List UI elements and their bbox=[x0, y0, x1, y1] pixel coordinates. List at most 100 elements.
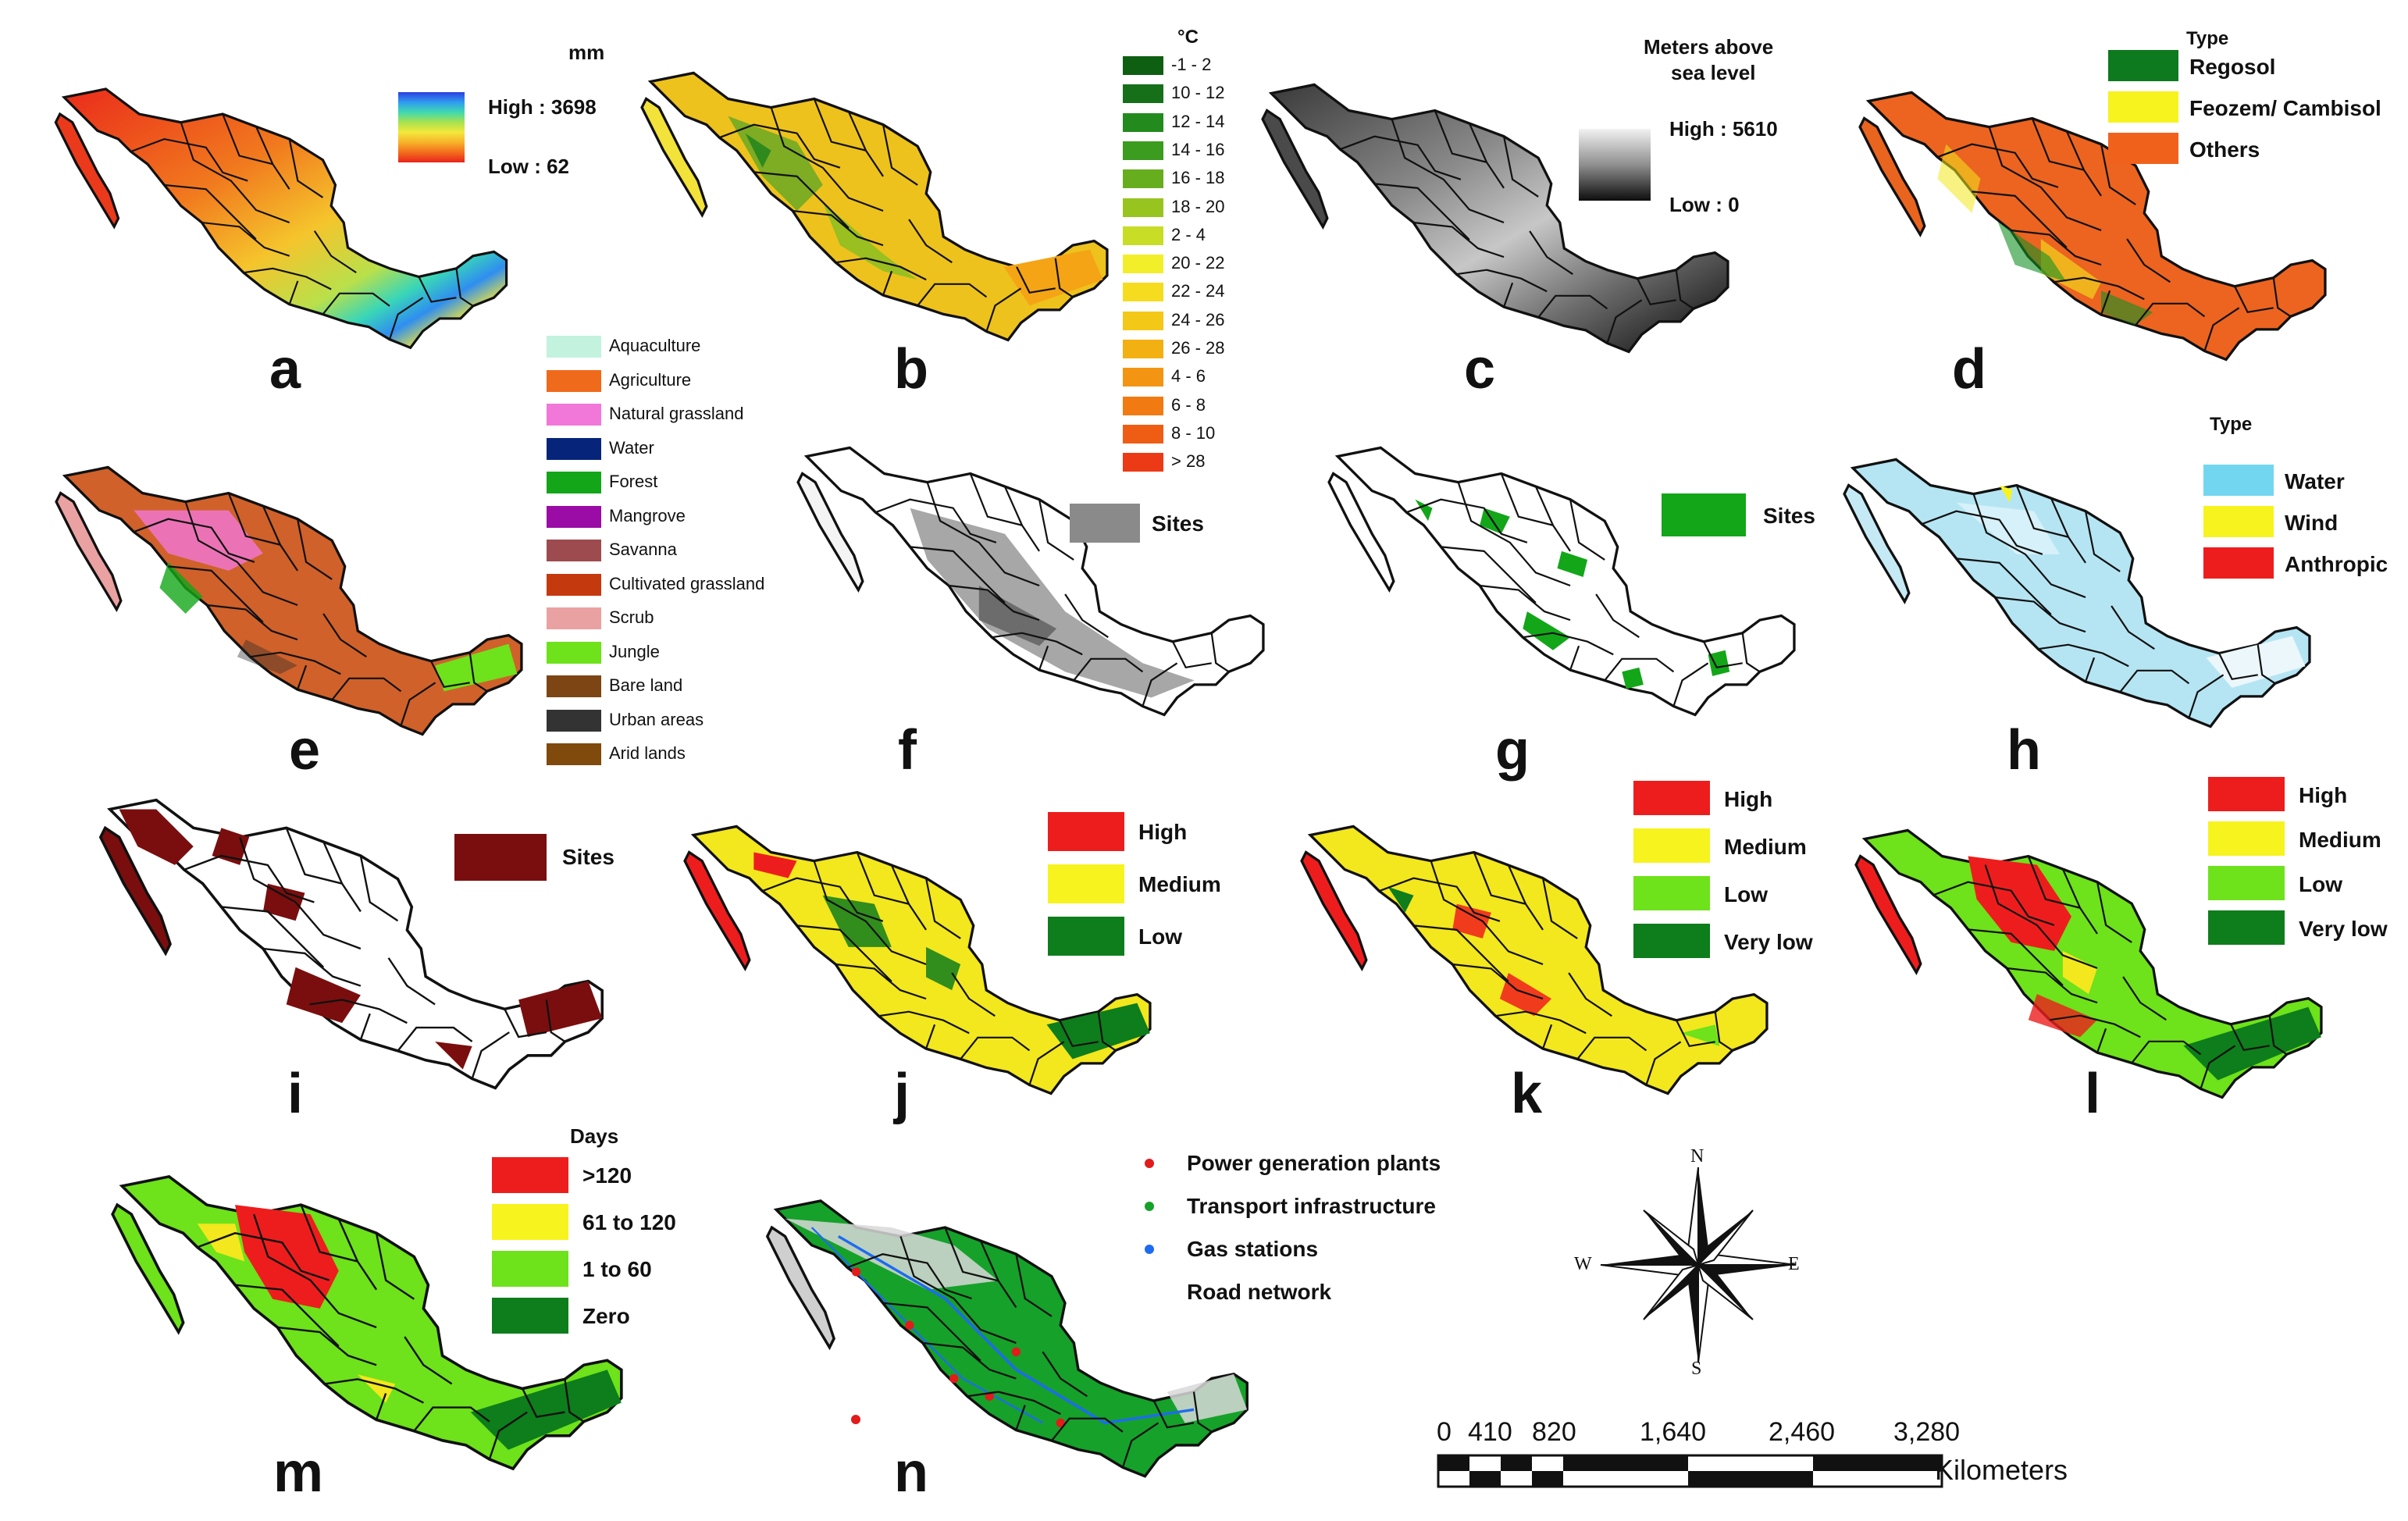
legend-n-swatch bbox=[1145, 1245, 1154, 1254]
legend-e-swatch bbox=[547, 369, 601, 392]
legend-b-swatch bbox=[1123, 198, 1163, 217]
legend-b-label: 4 - 6 bbox=[1171, 366, 1206, 386]
legend-l-swatch bbox=[2208, 910, 2285, 945]
legend-e-label: Savanna bbox=[609, 540, 677, 559]
legend-g-label: Sites bbox=[1763, 504, 1815, 528]
legend-h-label: Anthropic bbox=[2285, 552, 2388, 576]
legend-e-label: Aquaculture bbox=[609, 336, 701, 355]
legend-l-label: High bbox=[2299, 783, 2348, 807]
legend-b-swatch bbox=[1123, 340, 1163, 358]
legend-a-title: mm bbox=[568, 41, 605, 64]
legend-b-swatch bbox=[1123, 169, 1163, 189]
legend-b-label: 24 - 26 bbox=[1171, 309, 1225, 329]
legend-b-label: > 28 bbox=[1171, 451, 1206, 472]
panel-letter-b: b bbox=[894, 338, 928, 401]
legend-b-swatch bbox=[1123, 112, 1163, 132]
legend-k-label: Low bbox=[1724, 882, 1768, 907]
legend-d-swatch bbox=[2108, 91, 2178, 123]
legend-b-label: 2 - 4 bbox=[1171, 224, 1206, 244]
map-l-risk bbox=[1854, 828, 2323, 1099]
legend-d-title: Type bbox=[2186, 28, 2229, 49]
legend-a-low: Low : 62 bbox=[488, 155, 570, 178]
legend-e-swatch bbox=[547, 743, 601, 765]
legend-e-label: Arid lands bbox=[609, 743, 686, 763]
panel-letter-j: j bbox=[894, 1063, 910, 1125]
legend-h-swatch bbox=[2203, 547, 2274, 579]
map-d-soil bbox=[1858, 91, 2327, 362]
legend-b-swatch bbox=[1123, 424, 1163, 443]
legend-l-swatch bbox=[2208, 777, 2285, 811]
legend-b-swatch bbox=[1123, 226, 1163, 245]
legend-m-swatch bbox=[492, 1298, 568, 1334]
legend-e-swatch bbox=[547, 675, 601, 697]
legend-n-label: Road network bbox=[1187, 1280, 1332, 1304]
legend-c-title-1: Meters above bbox=[1644, 35, 1774, 59]
legend-a-ramp bbox=[398, 92, 465, 162]
legend-e-label: Jungle bbox=[609, 641, 660, 661]
compass-s: S bbox=[1691, 1359, 1702, 1379]
legend-k-swatch bbox=[1633, 828, 1710, 863]
legend-n-swatch bbox=[1145, 1202, 1154, 1211]
legend-g-swatch bbox=[1662, 493, 1746, 536]
legend-b-label: 26 - 28 bbox=[1171, 338, 1225, 358]
legend-e-label: Cultivated grassland bbox=[609, 573, 765, 593]
legend-b-swatch bbox=[1123, 396, 1163, 415]
legend-b-label: 16 - 18 bbox=[1171, 168, 1225, 188]
legend-m-swatch bbox=[492, 1157, 568, 1193]
map-k-risk bbox=[1300, 825, 1769, 1095]
legend-e-swatch bbox=[547, 404, 601, 426]
legend-b-title: °C bbox=[1177, 27, 1199, 48]
panel-letter-d: d bbox=[1952, 338, 1986, 401]
scale-tick-label: 820 bbox=[1532, 1417, 1576, 1447]
legend-k-swatch bbox=[1633, 781, 1710, 815]
scale-tick-label: 0 bbox=[1437, 1417, 1452, 1447]
legend-m-swatch bbox=[492, 1251, 568, 1287]
compass-w: W bbox=[1574, 1254, 1592, 1274]
legend-e-label: Forest bbox=[609, 472, 658, 491]
legend-k-label: Very low bbox=[1724, 930, 1813, 954]
legend-b-swatch bbox=[1123, 255, 1163, 274]
legend-j-label: High bbox=[1138, 820, 1188, 844]
map-b-temperature bbox=[640, 71, 1109, 342]
legend-j-label: Low bbox=[1138, 924, 1182, 949]
legend-k-label: Medium bbox=[1724, 835, 1807, 859]
panel-letter-c: c bbox=[1464, 338, 1496, 401]
legend-m-label: >120 bbox=[582, 1163, 632, 1188]
legend-m-title: Days bbox=[570, 1124, 619, 1148]
legend-j-swatch bbox=[1048, 917, 1124, 956]
legend-b-swatch bbox=[1123, 283, 1163, 302]
map-i-sites bbox=[99, 798, 604, 1090]
legend-j-label: Medium bbox=[1138, 872, 1221, 896]
legend-b-swatch bbox=[1123, 141, 1163, 160]
legend-n-label: Gas stations bbox=[1187, 1237, 1319, 1261]
legend-l-label: Very low bbox=[2299, 917, 2388, 941]
panel-letter-m: m bbox=[273, 1441, 324, 1504]
legend-e-label: Scrub bbox=[609, 607, 654, 627]
legend-i-swatch bbox=[454, 834, 547, 881]
legend-e-label: Water bbox=[609, 437, 654, 458]
legend-e-label: Natural grassland bbox=[609, 404, 744, 423]
map-g-sites bbox=[1327, 446, 1796, 717]
legend-k-swatch bbox=[1633, 876, 1710, 910]
legend-j-swatch bbox=[1048, 864, 1124, 903]
legend-e-label: Agriculture bbox=[609, 369, 692, 390]
scale-unit: Kilometers bbox=[1935, 1454, 2068, 1486]
legend-c-low: Low : 0 bbox=[1669, 193, 1740, 216]
panel-letter-i: i bbox=[287, 1063, 304, 1125]
legend-b-swatch bbox=[1123, 368, 1163, 387]
map-n-island-dot bbox=[851, 1415, 860, 1424]
legend-l-swatch bbox=[2208, 866, 2285, 900]
legend-m-label: Zero bbox=[582, 1304, 630, 1328]
map-f-sites bbox=[796, 446, 1265, 717]
legend-l-label: Low bbox=[2299, 872, 2342, 896]
legend-b-label: 8 - 10 bbox=[1171, 422, 1216, 443]
compass-n: N bbox=[1690, 1146, 1704, 1167]
panel-letter-h: h bbox=[2007, 719, 2041, 782]
legend-b-label: -1 - 2 bbox=[1171, 55, 1212, 74]
legend-e-swatch bbox=[547, 641, 601, 664]
panel-letter-a: a bbox=[269, 338, 301, 401]
panel-letter-n: n bbox=[894, 1441, 928, 1504]
legend-e-swatch bbox=[547, 437, 601, 460]
compass-e: E bbox=[1788, 1254, 1800, 1274]
map-m-days bbox=[111, 1175, 623, 1470]
